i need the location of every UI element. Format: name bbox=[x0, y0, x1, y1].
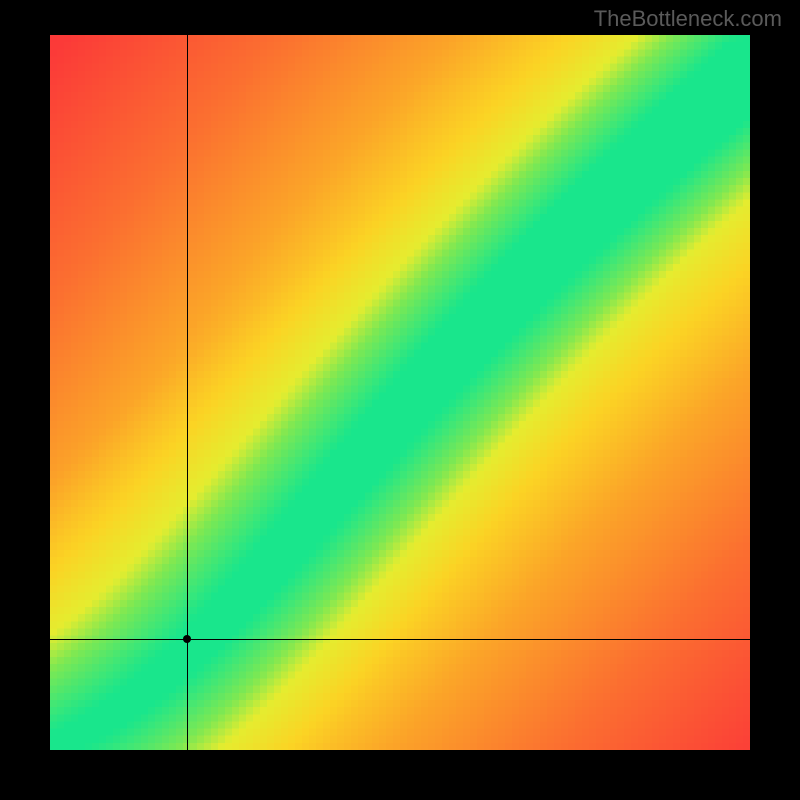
watermark-text: TheBottleneck.com bbox=[594, 6, 782, 32]
heatmap-plot bbox=[50, 35, 750, 750]
crosshair-horizontal bbox=[50, 639, 750, 640]
heatmap-canvas bbox=[50, 35, 750, 750]
crosshair-marker bbox=[183, 635, 191, 643]
